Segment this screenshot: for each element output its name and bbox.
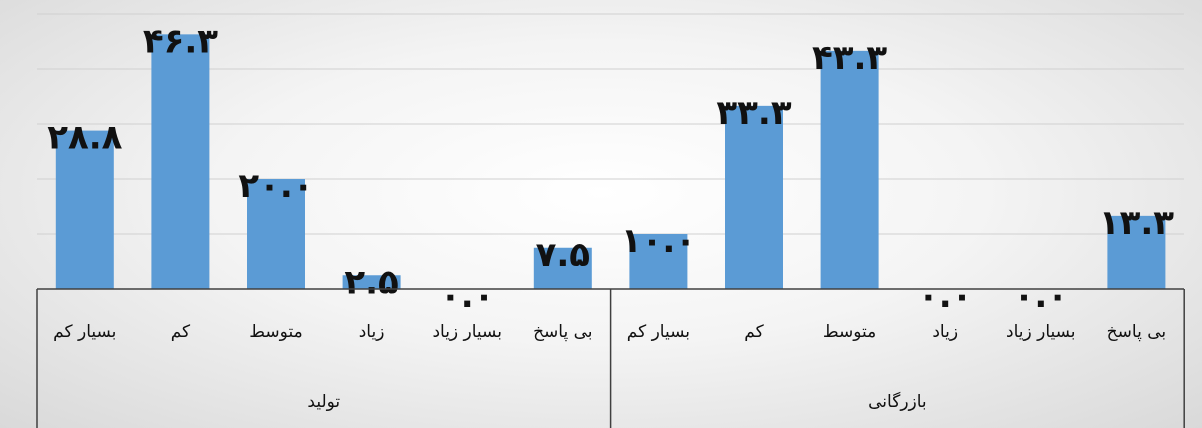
category-label: متوسط <box>823 322 876 342</box>
data-label: ۲.۵ <box>344 262 398 302</box>
data-label: ۱۳.۳ <box>1099 203 1174 243</box>
category-label: کم <box>171 322 191 342</box>
category-label: بی پاسخ <box>1107 322 1166 342</box>
bar[interactable] <box>533 247 592 289</box>
bar[interactable] <box>342 275 401 289</box>
bar[interactable] <box>629 234 688 289</box>
category-label: زیاد <box>359 322 385 342</box>
category-label: زیاد <box>932 322 958 342</box>
data-label: ۲۰.۰ <box>238 166 313 206</box>
data-label: ۰.۰ <box>440 276 494 316</box>
category-label: بسیار زیاد <box>432 322 502 342</box>
category-label: متوسط <box>249 322 302 342</box>
group-label: بازرگانی <box>868 391 927 412</box>
category-label: بسیار کم <box>53 322 116 342</box>
group-label: تولید <box>307 392 340 412</box>
data-label: ۰.۰ <box>918 276 972 316</box>
data-label: ۴۶.۳ <box>143 21 218 61</box>
bar[interactable] <box>1107 215 1166 289</box>
data-label: ۴۳.۳ <box>812 38 887 78</box>
data-label: ۱۰.۰ <box>621 221 696 261</box>
data-label: ۳۳.۳ <box>716 93 791 133</box>
bar[interactable] <box>820 50 879 289</box>
category-label: بسیار کم <box>627 322 690 342</box>
data-label: ۰.۰ <box>1014 276 1068 316</box>
category-label: بسیار زیاد <box>1006 322 1076 342</box>
data-label: ۲۸.۸ <box>47 118 122 158</box>
bar[interactable] <box>151 34 210 289</box>
bar[interactable] <box>55 130 114 289</box>
data-label: ۷.۵ <box>536 235 590 275</box>
bar[interactable] <box>247 179 305 289</box>
bar[interactable] <box>725 105 783 289</box>
category-label: کم <box>744 322 764 342</box>
category-label: بی پاسخ <box>533 322 592 342</box>
